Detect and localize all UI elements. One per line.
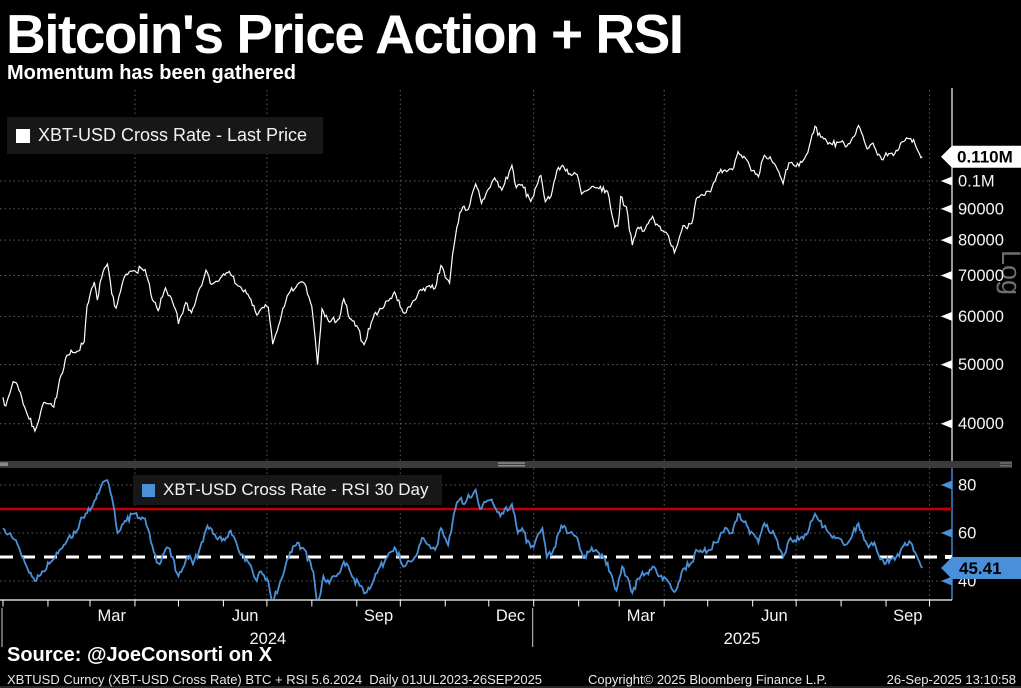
x-axis-month-label: Sep: [364, 607, 393, 625]
axis-tick-arrow-icon: [941, 528, 952, 538]
price-series-legend[interactable]: XBT-USD Cross Rate - Last Price: [7, 117, 324, 154]
last-price-badge-label: 0.110M: [957, 148, 1013, 167]
rsi-series-legend[interactable]: XBT-USD Cross Rate - RSI 30 Day: [133, 475, 443, 505]
footer-copyright: Copyright© 2025 Bloomberg Finance L.P.: [588, 672, 828, 687]
x-axis-month-label: Dec: [496, 607, 525, 625]
rsi-series-legend-label: XBT-USD Cross Rate - RSI 30 Day: [163, 480, 429, 499]
divider-drag-handle[interactable]: [498, 465, 525, 467]
axis-tick-arrow-icon: [941, 419, 952, 429]
divider-drag-handle[interactable]: [498, 462, 525, 464]
price-series-swatch-icon: [16, 128, 30, 143]
x-axis-month-label: Mar: [627, 607, 656, 625]
rsi-line-series: [2, 479, 924, 599]
page-title: Bitcoin's Price Action + RSI: [6, 3, 684, 65]
divider-left-cap: [0, 462, 8, 466]
price-axis-tick-label: 80000: [958, 232, 1004, 250]
footer-bar: XBTUSD Curncy (XBT-USD Cross Rate) BTC +…: [0, 672, 1021, 688]
x-axis-year-label: 2025: [724, 630, 761, 648]
axis-tick-arrow-icon: [941, 235, 952, 245]
midline-axis-tick: [945, 555, 952, 559]
source-line: Source: @JoeConsorti on X: [7, 644, 273, 666]
footer-security-info: XBTUSD Curncy (XBT-USD Cross Rate) BTC +…: [7, 672, 543, 687]
axis-tick-arrow-icon: [941, 176, 952, 186]
rsi-last-value-badge: [941, 557, 1021, 580]
axis-tick-arrow-icon: [941, 480, 952, 490]
price-axis-tick-label: 40000: [958, 415, 1004, 433]
page-subtitle: Momentum has been gathered: [7, 62, 296, 84]
price-series-legend-label: XBT-USD Cross Rate - Last Price: [38, 125, 308, 145]
last-price-badge: [941, 145, 1021, 168]
divider-right-grip[interactable]: [1000, 465, 1012, 467]
rsi-last-value-badge-label: 45.41: [959, 559, 1002, 578]
axis-tick-arrow-icon: [941, 360, 952, 370]
x-axis-year-label: 2024: [249, 630, 286, 648]
x-axis-month-label: Jun: [761, 607, 788, 625]
x-axis-month-label: Mar: [98, 607, 127, 625]
price-line-series: [2, 124, 923, 433]
price-axis-tick-label: 70000: [958, 267, 1004, 285]
x-axis-month-label: Jun: [232, 607, 259, 625]
axis-tick-arrow-icon: [941, 204, 952, 214]
x-axis-month-label: Sep: [893, 607, 922, 625]
divider-right-grip[interactable]: [1000, 462, 1012, 464]
panel-divider: [0, 461, 1012, 468]
rsi-series-swatch-icon: [142, 483, 155, 497]
price-axis-tick-label: 50000: [958, 356, 1004, 374]
overbought-axis-tick: [944, 507, 952, 511]
price-axis-tick-label: 90000: [958, 200, 1004, 218]
axis-tick-arrow-icon: [941, 270, 952, 280]
footer-datetime: 26-Sep-2025 13:10:58: [886, 672, 1016, 687]
bottom-edge-line: [0, 686, 1021, 688]
rsi-axis-tick-label: 80: [958, 477, 976, 495]
axis-tick-arrow-icon: [941, 576, 952, 586]
rsi-axis-tick-label: 60: [958, 525, 976, 543]
price-axis-tick-label: 60000: [958, 308, 1004, 326]
axis-tick-arrow-icon: [941, 311, 952, 321]
price-axis-tick-label: 0.1M: [958, 173, 995, 191]
log-scale-label[interactable]: Log: [996, 250, 1021, 295]
